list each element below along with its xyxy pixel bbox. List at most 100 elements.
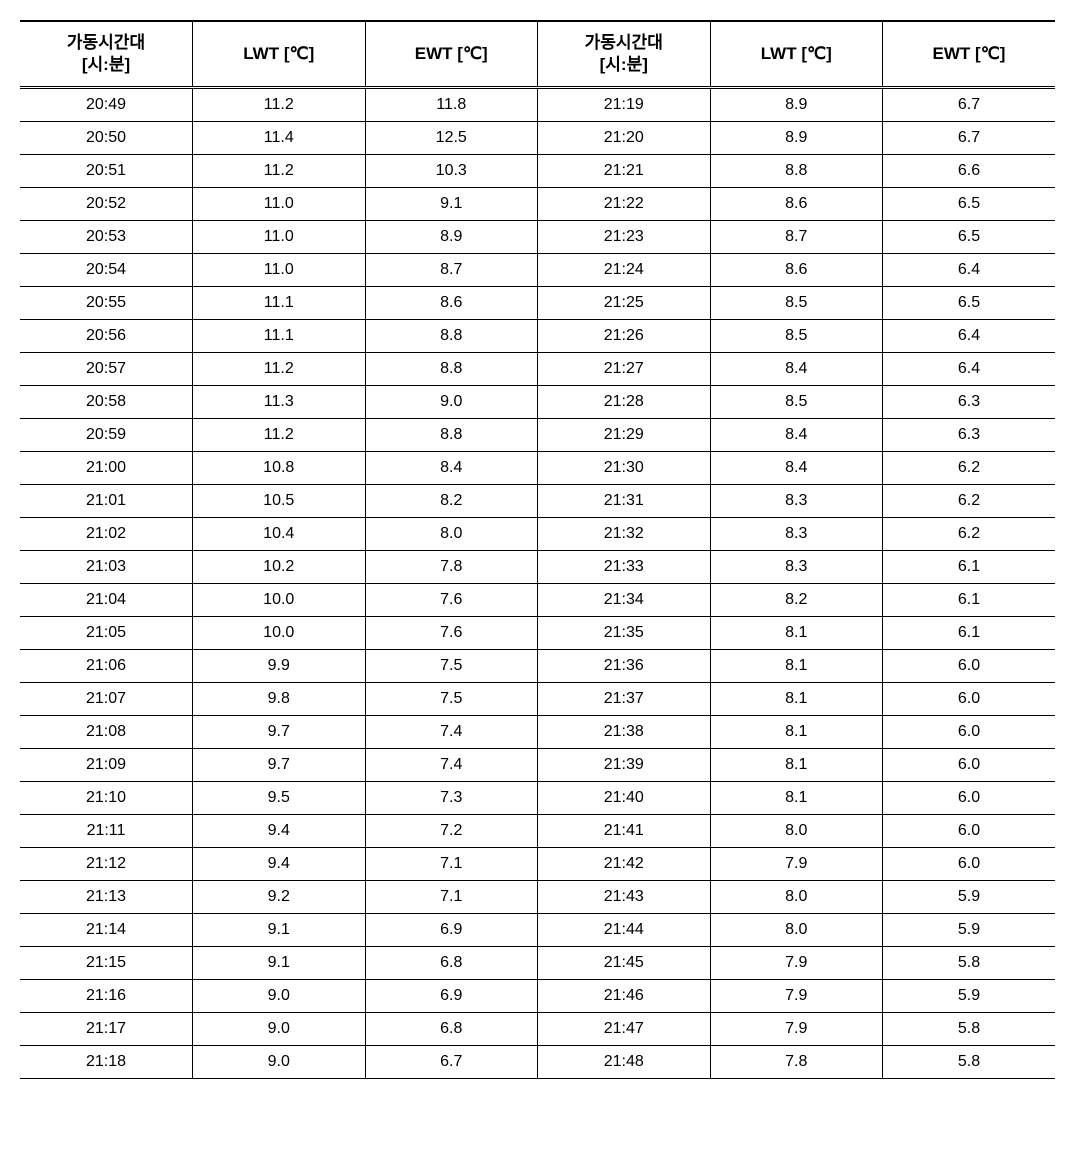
table-cell: 8.1	[710, 683, 883, 716]
header-label: LWT [℃]	[761, 44, 832, 63]
table-cell: 21:00	[20, 452, 193, 485]
table-cell: 7.1	[365, 848, 538, 881]
table-row: 20:5011.412.521:208.96.7	[20, 122, 1055, 155]
table-cell: 5.8	[883, 1046, 1056, 1079]
table-cell: 6.9	[365, 914, 538, 947]
table-cell: 21:45	[538, 947, 711, 980]
table-cell: 21:38	[538, 716, 711, 749]
table-cell: 9.4	[193, 815, 366, 848]
table-cell: 12.5	[365, 122, 538, 155]
table-cell: 9.5	[193, 782, 366, 815]
table-cell: 7.9	[710, 848, 883, 881]
table-row: 21:0010.88.421:308.46.2	[20, 452, 1055, 485]
table-cell: 21:24	[538, 254, 711, 287]
table-cell: 21:34	[538, 584, 711, 617]
table-cell: 11.2	[193, 155, 366, 188]
table-cell: 9.9	[193, 650, 366, 683]
header-label: [시:분]	[600, 55, 648, 74]
table-cell: 11.2	[193, 88, 366, 122]
table-row: 21:159.16.821:457.95.8	[20, 947, 1055, 980]
table-cell: 8.3	[710, 518, 883, 551]
table-cell: 9.2	[193, 881, 366, 914]
table-cell: 10.0	[193, 584, 366, 617]
table-cell: 6.5	[883, 188, 1056, 221]
table-cell: 10.0	[193, 617, 366, 650]
table-row: 21:119.47.221:418.06.0	[20, 815, 1055, 848]
table-cell: 8.4	[365, 452, 538, 485]
table-row: 20:5411.08.721:248.66.4	[20, 254, 1055, 287]
table-cell: 21:31	[538, 485, 711, 518]
table-cell: 21:20	[538, 122, 711, 155]
header-ewt-1: EWT [℃]	[365, 21, 538, 88]
table-cell: 21:25	[538, 287, 711, 320]
table-cell: 10.3	[365, 155, 538, 188]
table-row: 21:089.77.421:388.16.0	[20, 716, 1055, 749]
table-cell: 8.6	[710, 254, 883, 287]
table-cell: 21:43	[538, 881, 711, 914]
table-cell: 11.4	[193, 122, 366, 155]
table-cell: 21:36	[538, 650, 711, 683]
table-row: 20:5811.39.021:288.56.3	[20, 386, 1055, 419]
table-cell: 8.4	[710, 353, 883, 386]
table-cell: 6.2	[883, 452, 1056, 485]
table-cell: 9.0	[193, 980, 366, 1013]
table-cell: 6.2	[883, 485, 1056, 518]
table-cell: 7.9	[710, 947, 883, 980]
table-cell: 8.3	[710, 551, 883, 584]
table-cell: 8.2	[365, 485, 538, 518]
table-cell: 21:44	[538, 914, 711, 947]
table-cell: 5.9	[883, 881, 1056, 914]
table-cell: 10.5	[193, 485, 366, 518]
table-cell: 21:01	[20, 485, 193, 518]
table-cell: 21:16	[20, 980, 193, 1013]
table-cell: 20:55	[20, 287, 193, 320]
table-cell: 11.1	[193, 320, 366, 353]
table-cell: 8.0	[710, 881, 883, 914]
table-cell: 20:58	[20, 386, 193, 419]
table-cell: 6.2	[883, 518, 1056, 551]
table-cell: 5.8	[883, 1013, 1056, 1046]
table-cell: 6.1	[883, 617, 1056, 650]
table-cell: 21:09	[20, 749, 193, 782]
table-cell: 20:57	[20, 353, 193, 386]
table-cell: 21:33	[538, 551, 711, 584]
table-cell: 8.0	[710, 815, 883, 848]
table-cell: 7.6	[365, 584, 538, 617]
table-cell: 21:30	[538, 452, 711, 485]
table-cell: 11.1	[193, 287, 366, 320]
table-row: 20:5711.28.821:278.46.4	[20, 353, 1055, 386]
table-cell: 7.5	[365, 683, 538, 716]
table-cell: 21:39	[538, 749, 711, 782]
table-cell: 5.9	[883, 914, 1056, 947]
table-row: 20:5211.09.121:228.66.5	[20, 188, 1055, 221]
header-label: LWT [℃]	[243, 44, 314, 63]
table-cell: 8.8	[365, 353, 538, 386]
table-cell: 21:02	[20, 518, 193, 551]
table-cell: 8.6	[710, 188, 883, 221]
table-cell: 6.0	[883, 683, 1056, 716]
table-row: 21:129.47.121:427.96.0	[20, 848, 1055, 881]
table-cell: 8.1	[710, 782, 883, 815]
table-cell: 6.3	[883, 419, 1056, 452]
table-cell: 7.5	[365, 650, 538, 683]
table-cell: 21:40	[538, 782, 711, 815]
table-cell: 9.0	[193, 1046, 366, 1079]
table-cell: 20:50	[20, 122, 193, 155]
table-cell: 11.8	[365, 88, 538, 122]
table-cell: 20:53	[20, 221, 193, 254]
table-cell: 6.3	[883, 386, 1056, 419]
table-cell: 21:12	[20, 848, 193, 881]
table-cell: 6.0	[883, 749, 1056, 782]
table-cell: 7.8	[365, 551, 538, 584]
table-cell: 8.5	[710, 320, 883, 353]
table-cell: 8.8	[710, 155, 883, 188]
table-cell: 11.2	[193, 353, 366, 386]
table-cell: 6.7	[365, 1046, 538, 1079]
table-row: 20:5111.210.321:218.86.6	[20, 155, 1055, 188]
table-cell: 21:04	[20, 584, 193, 617]
table-row: 21:0410.07.621:348.26.1	[20, 584, 1055, 617]
header-lwt-2: LWT [℃]	[710, 21, 883, 88]
table-row: 21:139.27.121:438.05.9	[20, 881, 1055, 914]
table-cell: 9.0	[193, 1013, 366, 1046]
table-cell: 21:23	[538, 221, 711, 254]
